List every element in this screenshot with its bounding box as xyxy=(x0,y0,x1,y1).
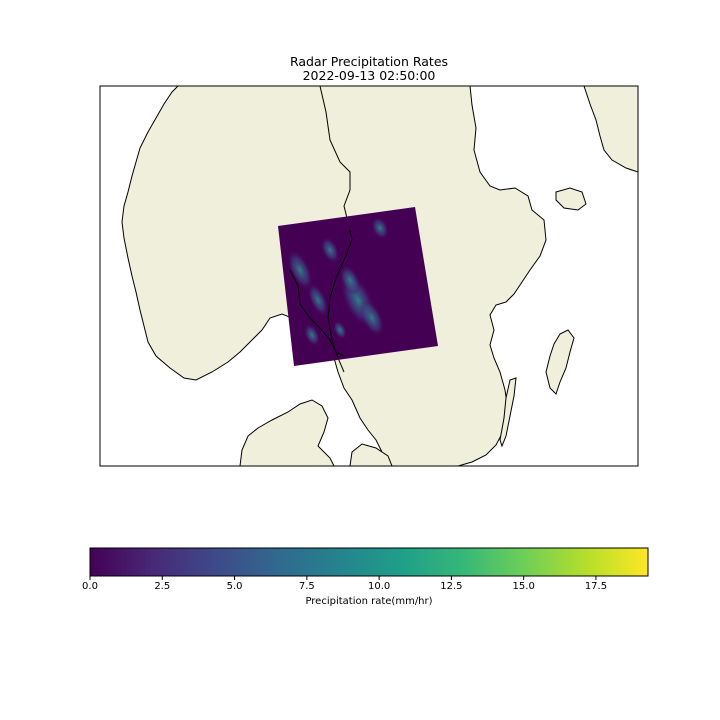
rain-cell xyxy=(303,323,321,347)
colorbar-tick-label: 0.0 xyxy=(82,581,98,592)
rain-cell xyxy=(371,216,389,240)
land-oland xyxy=(499,377,517,448)
rain-cell xyxy=(307,283,329,317)
land-aland xyxy=(555,187,587,211)
colorbar-tick-label: 10.0 xyxy=(367,581,391,592)
rain-cell xyxy=(333,320,347,340)
colorbar-ticks xyxy=(89,576,597,580)
colorbar xyxy=(89,547,649,577)
colorbar-tick-label: 5.0 xyxy=(226,581,243,592)
rain-cell xyxy=(287,249,313,291)
map-subtitle: 2022-09-13 02:50:00 xyxy=(302,68,436,83)
colorbar-tick-label: 12.5 xyxy=(440,581,463,592)
rain-cell xyxy=(320,236,340,264)
rain-cell xyxy=(339,265,361,295)
colorbar-label: Precipitation rate(mm/hr) xyxy=(305,596,433,607)
land-danish-island xyxy=(349,443,393,466)
map-title: Radar Precipitation Rates xyxy=(289,54,449,69)
rain-cell xyxy=(359,299,385,337)
land-gotland xyxy=(545,329,575,395)
map-frame xyxy=(99,85,639,467)
land-finland xyxy=(583,86,638,173)
colorbar-tick-label: 2.5 xyxy=(154,581,171,592)
colorbar-tick-label: 7.5 xyxy=(298,581,315,592)
colorbar-tick-label: 17.5 xyxy=(584,581,608,592)
map-area xyxy=(100,86,638,466)
land-denmark xyxy=(239,399,335,466)
radar-composite xyxy=(278,207,438,366)
colorbar-tick-label: 15.0 xyxy=(512,581,535,592)
